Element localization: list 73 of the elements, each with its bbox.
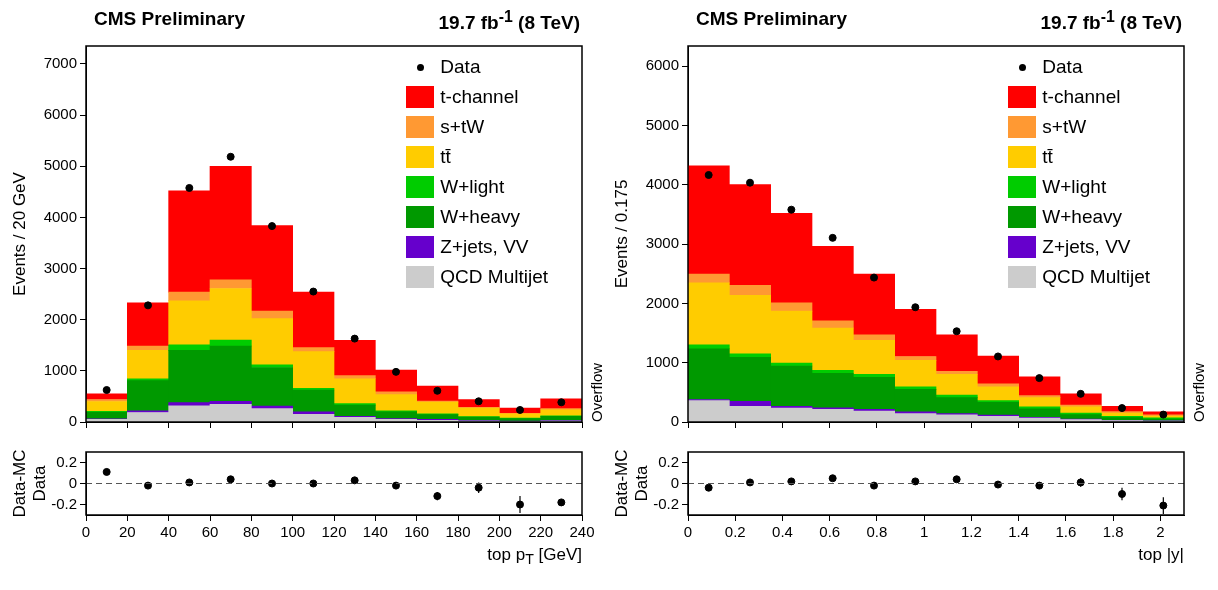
legend-label: tt̄ — [440, 146, 451, 168]
x-tick-label: 20 — [118, 523, 136, 541]
x-tick-label: 120 — [321, 523, 347, 541]
y-tick-label: 0.2 — [658, 452, 679, 470]
y-tick-label: 3000 — [645, 234, 679, 252]
chart-title: CMS Preliminary — [94, 8, 245, 31]
y-tick-label: 2000 — [645, 293, 679, 311]
x-tick-label: 1.6 — [1055, 523, 1077, 541]
legend-label: W+heavy — [440, 206, 521, 228]
x-tick-label: 1.8 — [1102, 523, 1124, 541]
y-tick-label: 5000 — [645, 115, 679, 133]
y-axis-title: Events / 20 GeV — [9, 171, 29, 296]
legend-label: QCD Multijet — [440, 266, 548, 288]
x-tick-label: 60 — [201, 523, 219, 541]
y-tick-label: 6000 — [645, 56, 679, 74]
y-tick-label: 7000 — [43, 54, 77, 72]
x-tick-label: 0.8 — [866, 523, 888, 541]
x-tick-label: 140 — [362, 523, 388, 541]
x-tick-label: 0.2 — [724, 523, 746, 541]
text: Overflow — [588, 362, 606, 422]
x-tick-label: 240 — [569, 523, 595, 541]
x-tick-label: 0 — [683, 523, 693, 541]
y-tick-label: 3000 — [43, 258, 77, 276]
x-tick-label: 100 — [280, 523, 306, 541]
y-tick-label: 2000 — [43, 309, 77, 327]
legend-label: tt̄ — [1042, 146, 1053, 168]
text: Overflow — [1190, 362, 1208, 422]
x-axis-title: top p$_{T}$ [GeV] — [486, 545, 583, 569]
x-tick-label: 80 — [242, 523, 260, 541]
y-tick-label: 0 — [68, 473, 77, 491]
legend-label: Data — [1042, 56, 1083, 78]
legend-label: W+heavy — [1042, 206, 1123, 228]
x-tick-label: 180 — [445, 523, 471, 541]
y-tick-label: 4000 — [645, 174, 679, 192]
x-tick-label: 160 — [404, 523, 430, 541]
y-tick-label: 5000 — [43, 156, 77, 174]
y-tick-label: 0 — [670, 473, 679, 491]
legend-label: s+tW — [440, 116, 485, 138]
x-tick-label: 1.2 — [961, 523, 982, 541]
x-tick-label: 1 — [920, 523, 929, 541]
y-axis-title: Data-MC Data — [611, 449, 652, 518]
y-axis-title: Data-MC Data — [9, 449, 50, 518]
x-tick-label: 200 — [486, 523, 512, 541]
legend-label: Z+jets, VV — [440, 236, 529, 258]
y-tick-label: 0 — [68, 412, 77, 430]
legend-label: W+light — [440, 176, 505, 198]
y-tick-label: 4000 — [43, 207, 77, 225]
x-axis-title: top |y| — [1137, 545, 1185, 566]
legend-label: t-channel — [1042, 86, 1121, 108]
legend-label: Data — [440, 56, 481, 78]
x-tick-label: 0.4 — [772, 523, 793, 541]
y-axis-title: Events / 0.175 — [611, 179, 631, 289]
y-tick-label: -0.2 — [653, 494, 679, 512]
x-tick-label: 0 — [81, 523, 91, 541]
legend-label: W+light — [1042, 176, 1107, 198]
x-tick-label: 220 — [528, 523, 554, 541]
y-tick-label: 1000 — [43, 360, 77, 378]
chart-subtitle: 19.7 fb$^{-1}$ (8 TeV) — [1040, 8, 1182, 34]
y-tick-label: 6000 — [43, 105, 77, 123]
x-tick-label: 2 — [1156, 523, 1165, 541]
legend-label: s+tW — [1042, 116, 1087, 138]
x-tick-label: 0.6 — [819, 523, 841, 541]
legend-label: t-channel — [440, 86, 519, 108]
legend-label: QCD Multijet — [1042, 266, 1150, 288]
x-tick-label: 1.4 — [1008, 523, 1030, 541]
y-tick-label: 0.2 — [56, 452, 77, 470]
x-tick-label: 40 — [160, 523, 178, 541]
legend-label: Z+jets, VV — [1042, 236, 1131, 258]
chart-title: CMS Preliminary — [696, 8, 847, 31]
y-tick-label: -0.2 — [51, 494, 77, 512]
y-tick-label: 0 — [670, 412, 679, 430]
y-tick-label: 1000 — [645, 352, 679, 370]
chart-subtitle: 19.7 fb$^{-1}$ (8 TeV) — [438, 8, 580, 34]
